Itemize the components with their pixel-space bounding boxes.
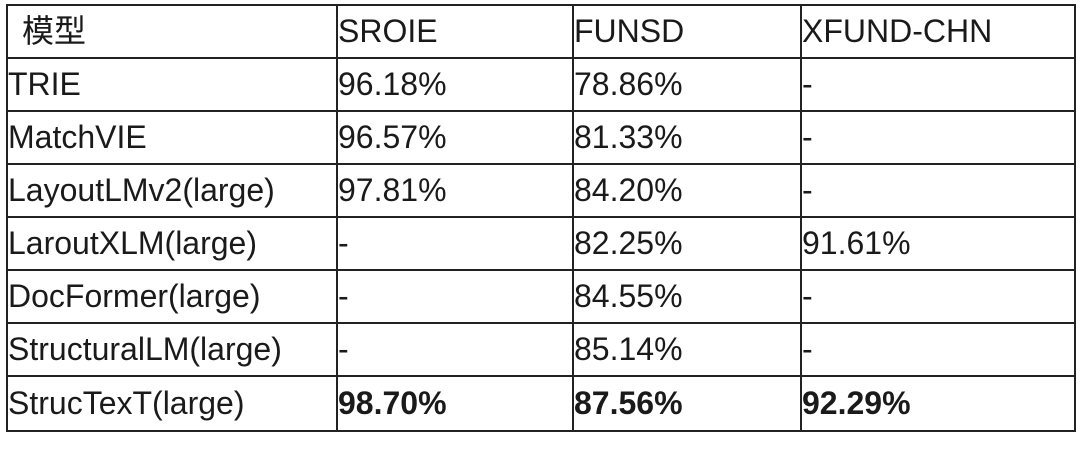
funsd-cell: 84.20%	[572, 163, 802, 218]
funsd-cell: 81.33%	[572, 110, 802, 165]
xfund-cell: -	[800, 57, 1076, 112]
xfund-cell: -	[800, 322, 1076, 377]
funsd-cell-best: 87.56%	[572, 375, 802, 432]
table-row: LaroutXLM(large) - 82.25% 91.61%	[6, 216, 1076, 271]
funsd-cell: 82.25%	[572, 216, 802, 271]
table-row: StructuralLM(large) - 85.14% -	[6, 322, 1076, 377]
funsd-cell: 78.86%	[572, 57, 802, 112]
sroie-cell: 96.57%	[336, 110, 574, 165]
sroie-cell-best: 98.70%	[336, 375, 574, 432]
table-row: LayoutLMv2(large) 97.81% 84.20% -	[6, 163, 1076, 218]
model-name-cell: MatchVIE	[6, 110, 338, 165]
sroie-cell: -	[336, 269, 574, 324]
header-xfund-chn: XFUND-CHN	[800, 4, 1076, 59]
model-name-cell: LayoutLMv2(large)	[6, 163, 338, 218]
model-name-cell: StrucTexT(large)	[6, 375, 338, 432]
results-table: 模型 SROIE FUNSD XFUND-CHN TRIE 96.18% 78.…	[6, 4, 1076, 432]
model-name-cell: StructuralLM(large)	[6, 322, 338, 377]
funsd-cell: 85.14%	[572, 322, 802, 377]
header-funsd: FUNSD	[572, 4, 802, 59]
model-name-cell: DocFormer(large)	[6, 269, 338, 324]
xfund-cell-best: 92.29%	[800, 375, 1076, 432]
xfund-cell: -	[800, 163, 1076, 218]
xfund-cell: -	[800, 269, 1076, 324]
header-sroie: SROIE	[336, 4, 574, 59]
sroie-cell: 97.81%	[336, 163, 574, 218]
header-row: 模型 SROIE FUNSD XFUND-CHN	[6, 4, 1076, 59]
sroie-cell: -	[336, 322, 574, 377]
funsd-cell: 84.55%	[572, 269, 802, 324]
header-model: 模型	[6, 4, 338, 59]
model-name-cell: LaroutXLM(large)	[6, 216, 338, 271]
model-name-cell: TRIE	[6, 57, 338, 112]
sroie-cell: -	[336, 216, 574, 271]
table-row: MatchVIE 96.57% 81.33% -	[6, 110, 1076, 165]
xfund-cell: -	[800, 110, 1076, 165]
sroie-cell: 96.18%	[336, 57, 574, 112]
table-row-best: StrucTexT(large) 98.70% 87.56% 92.29%	[6, 375, 1076, 432]
table-row: DocFormer(large) - 84.55% -	[6, 269, 1076, 324]
xfund-cell: 91.61%	[800, 216, 1076, 271]
table-row: TRIE 96.18% 78.86% -	[6, 57, 1076, 112]
